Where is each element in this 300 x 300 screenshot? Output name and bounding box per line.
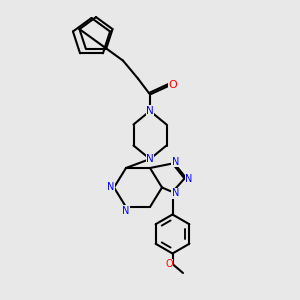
Text: N: N: [122, 206, 130, 216]
Text: N: N: [172, 157, 179, 167]
Text: N: N: [107, 182, 114, 193]
Text: N: N: [146, 154, 154, 164]
Text: O: O: [165, 259, 173, 269]
Text: N: N: [146, 106, 154, 116]
Text: N: N: [185, 173, 193, 184]
Text: N: N: [172, 188, 179, 199]
Text: O: O: [169, 80, 178, 91]
